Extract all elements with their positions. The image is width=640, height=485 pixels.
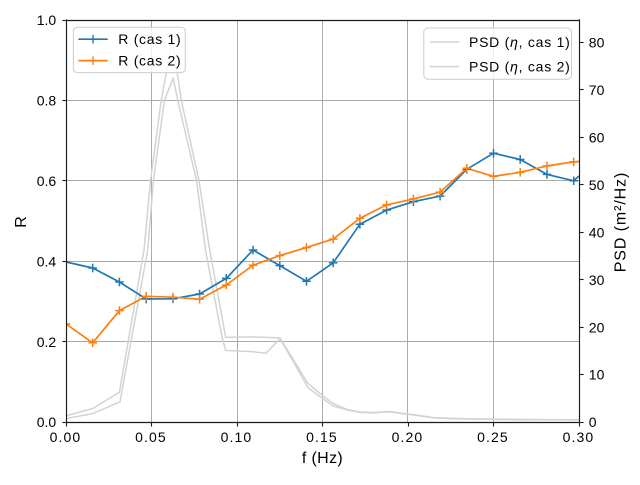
- svg-text:0.2: 0.2: [37, 334, 57, 350]
- svg-text:70: 70: [589, 82, 605, 98]
- svg-text:1.0: 1.0: [37, 12, 57, 28]
- svg-text:0.20: 0.20: [392, 429, 424, 445]
- svg-text:80: 80: [589, 35, 605, 51]
- svg-text:R (cas 2): R (cas 2): [118, 53, 181, 69]
- svg-text:50: 50: [589, 177, 605, 193]
- svg-text:f (Hz): f (Hz): [302, 450, 343, 467]
- svg-text:0.30: 0.30: [563, 429, 595, 445]
- svg-text:10: 10: [589, 367, 605, 383]
- svg-text:PSD (η, cas 2): PSD (η, cas 2): [469, 59, 571, 75]
- svg-text:0.4: 0.4: [37, 253, 57, 269]
- svg-text:R (cas 1): R (cas 1): [118, 31, 181, 47]
- svg-text:0.0: 0.0: [37, 414, 57, 430]
- svg-text:PSD (m²/Hz): PSD (m²/Hz): [612, 172, 629, 273]
- svg-text:0.8: 0.8: [37, 93, 57, 109]
- svg-text:PSD (η, cas 1): PSD (η, cas 1): [469, 34, 571, 50]
- svg-text:0.00: 0.00: [50, 429, 82, 445]
- svg-text:0.05: 0.05: [135, 429, 167, 445]
- svg-text:30: 30: [589, 272, 605, 288]
- svg-text:0.10: 0.10: [221, 429, 253, 445]
- svg-text:40: 40: [589, 224, 605, 240]
- svg-text:0.6: 0.6: [37, 173, 57, 189]
- svg-text:R: R: [13, 216, 30, 228]
- svg-text:60: 60: [589, 129, 605, 145]
- svg-text:0: 0: [589, 414, 597, 430]
- svg-text:0.25: 0.25: [477, 429, 509, 445]
- svg-text:0.15: 0.15: [306, 429, 338, 445]
- svg-text:20: 20: [589, 319, 605, 335]
